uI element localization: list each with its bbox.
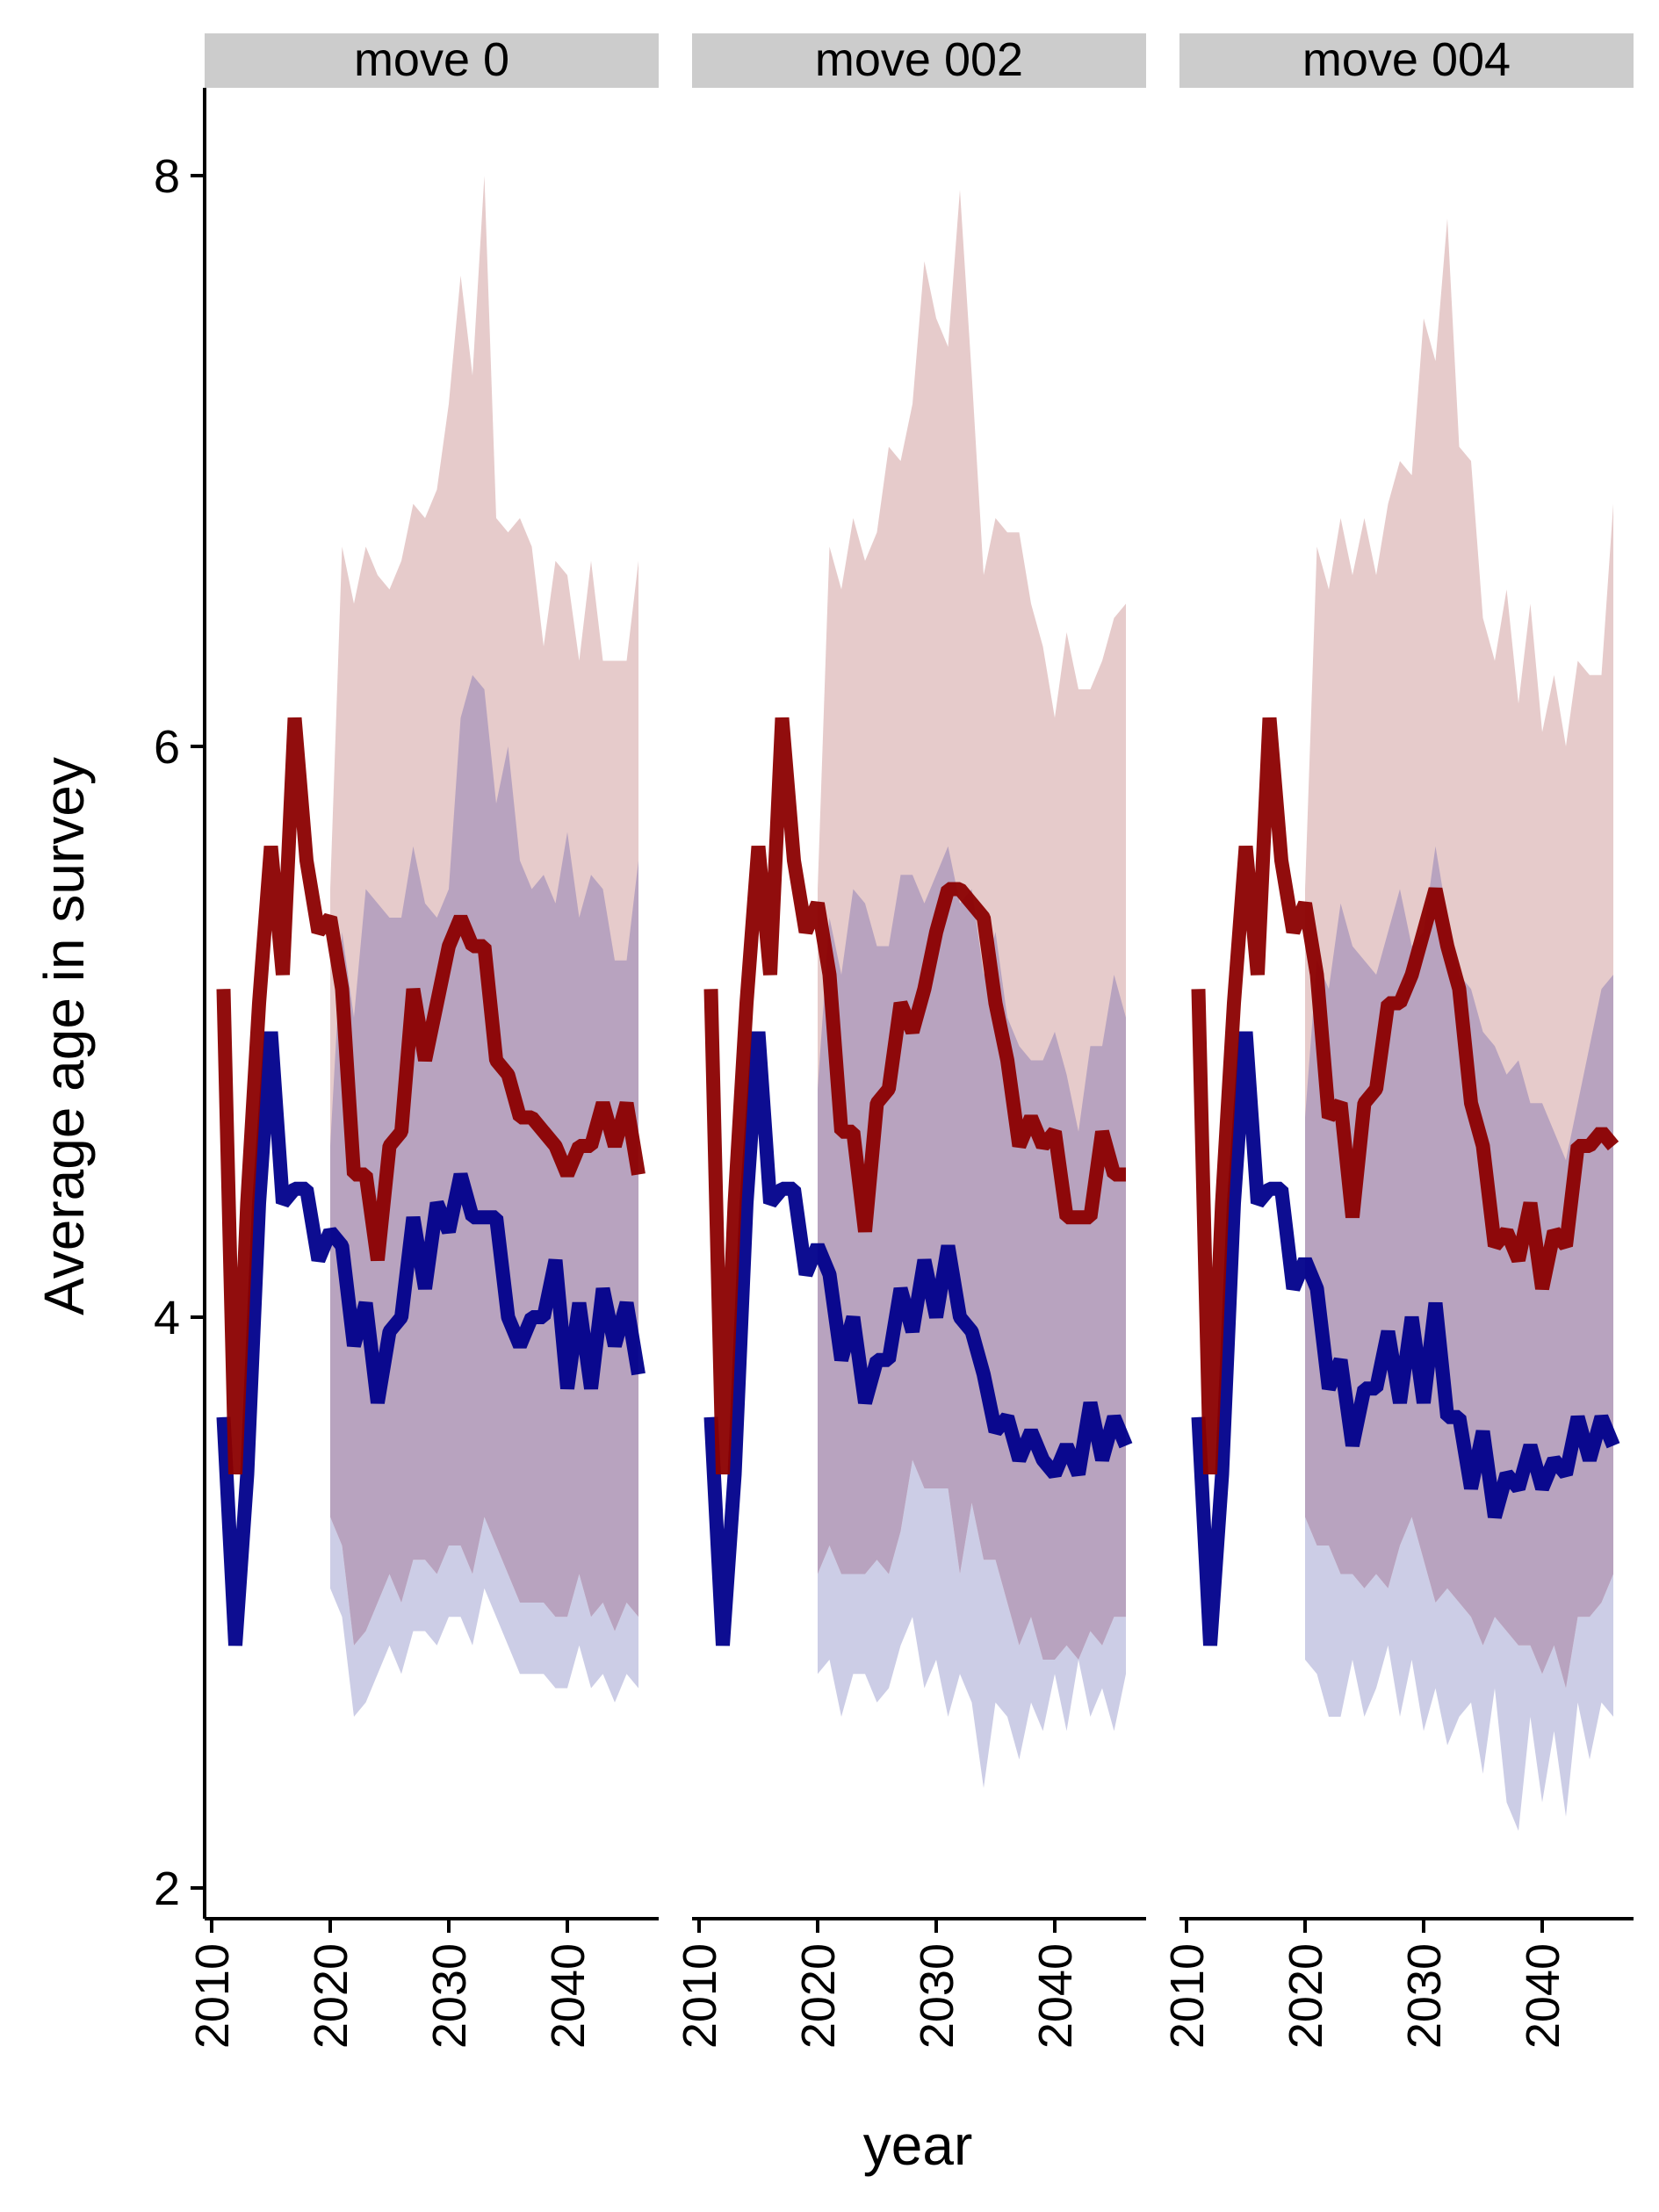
facet-strip: [1179, 33, 1634, 88]
blue-series-line: [703, 1031, 1133, 1646]
x-tick-label: 2040: [1517, 1943, 1569, 2049]
x-tick-label: 2030: [911, 1943, 963, 2049]
y-tick-label: 8: [154, 150, 180, 203]
facet-strips: move 0 move 002 move 004: [205, 33, 1634, 88]
x-tick-label: 2040: [1029, 1943, 1082, 2049]
axes: 2010 2020 2030 2040 2010 2020 2030 2040 2010 2020…: [154, 88, 1634, 2049]
overlap-band: [330, 674, 638, 1646]
x-tick-label: 2020: [792, 1943, 845, 2049]
facet-strip: [205, 33, 659, 88]
x-axis-title: year: [863, 2114, 973, 2177]
x-tick-label: 2010: [1161, 1943, 1214, 2049]
y-tick-label: 6: [154, 721, 180, 774]
x-tick-label: 2010: [186, 1943, 239, 2049]
red-series-line: [216, 717, 646, 1475]
x-tick-label: 2040: [542, 1943, 595, 2049]
blue-confidence-band: [818, 1459, 1126, 1789]
series-lines: [216, 717, 1620, 1646]
facet-strip-label: move 002: [815, 33, 1023, 86]
x-tick-label: 2020: [305, 1943, 357, 2049]
x-tick-label: 2030: [423, 1943, 476, 2049]
red-series-line: [703, 717, 1126, 1475]
x-tick-label: 2010: [674, 1943, 726, 2049]
facet-strip-label: move 0: [354, 33, 509, 86]
x-tick-label: 2020: [1280, 1943, 1332, 2049]
confidence-bands: [330, 176, 1613, 1831]
red-series-line: [1191, 717, 1619, 1475]
blue-confidence-band: [330, 1517, 638, 1717]
y-tick-label: 2: [154, 1863, 180, 1915]
blue-series-line: [1191, 1031, 1620, 1646]
blue-series-line: [216, 1031, 646, 1646]
y-axis-title: Average age in survey: [32, 757, 96, 1315]
y-tick-label: 4: [154, 1292, 180, 1344]
blue-confidence-band: [1305, 1517, 1613, 1831]
facet-strip: [692, 33, 1146, 88]
x-tick-label: 2030: [1398, 1943, 1451, 2049]
facet-strip-label: move 004: [1302, 33, 1511, 86]
